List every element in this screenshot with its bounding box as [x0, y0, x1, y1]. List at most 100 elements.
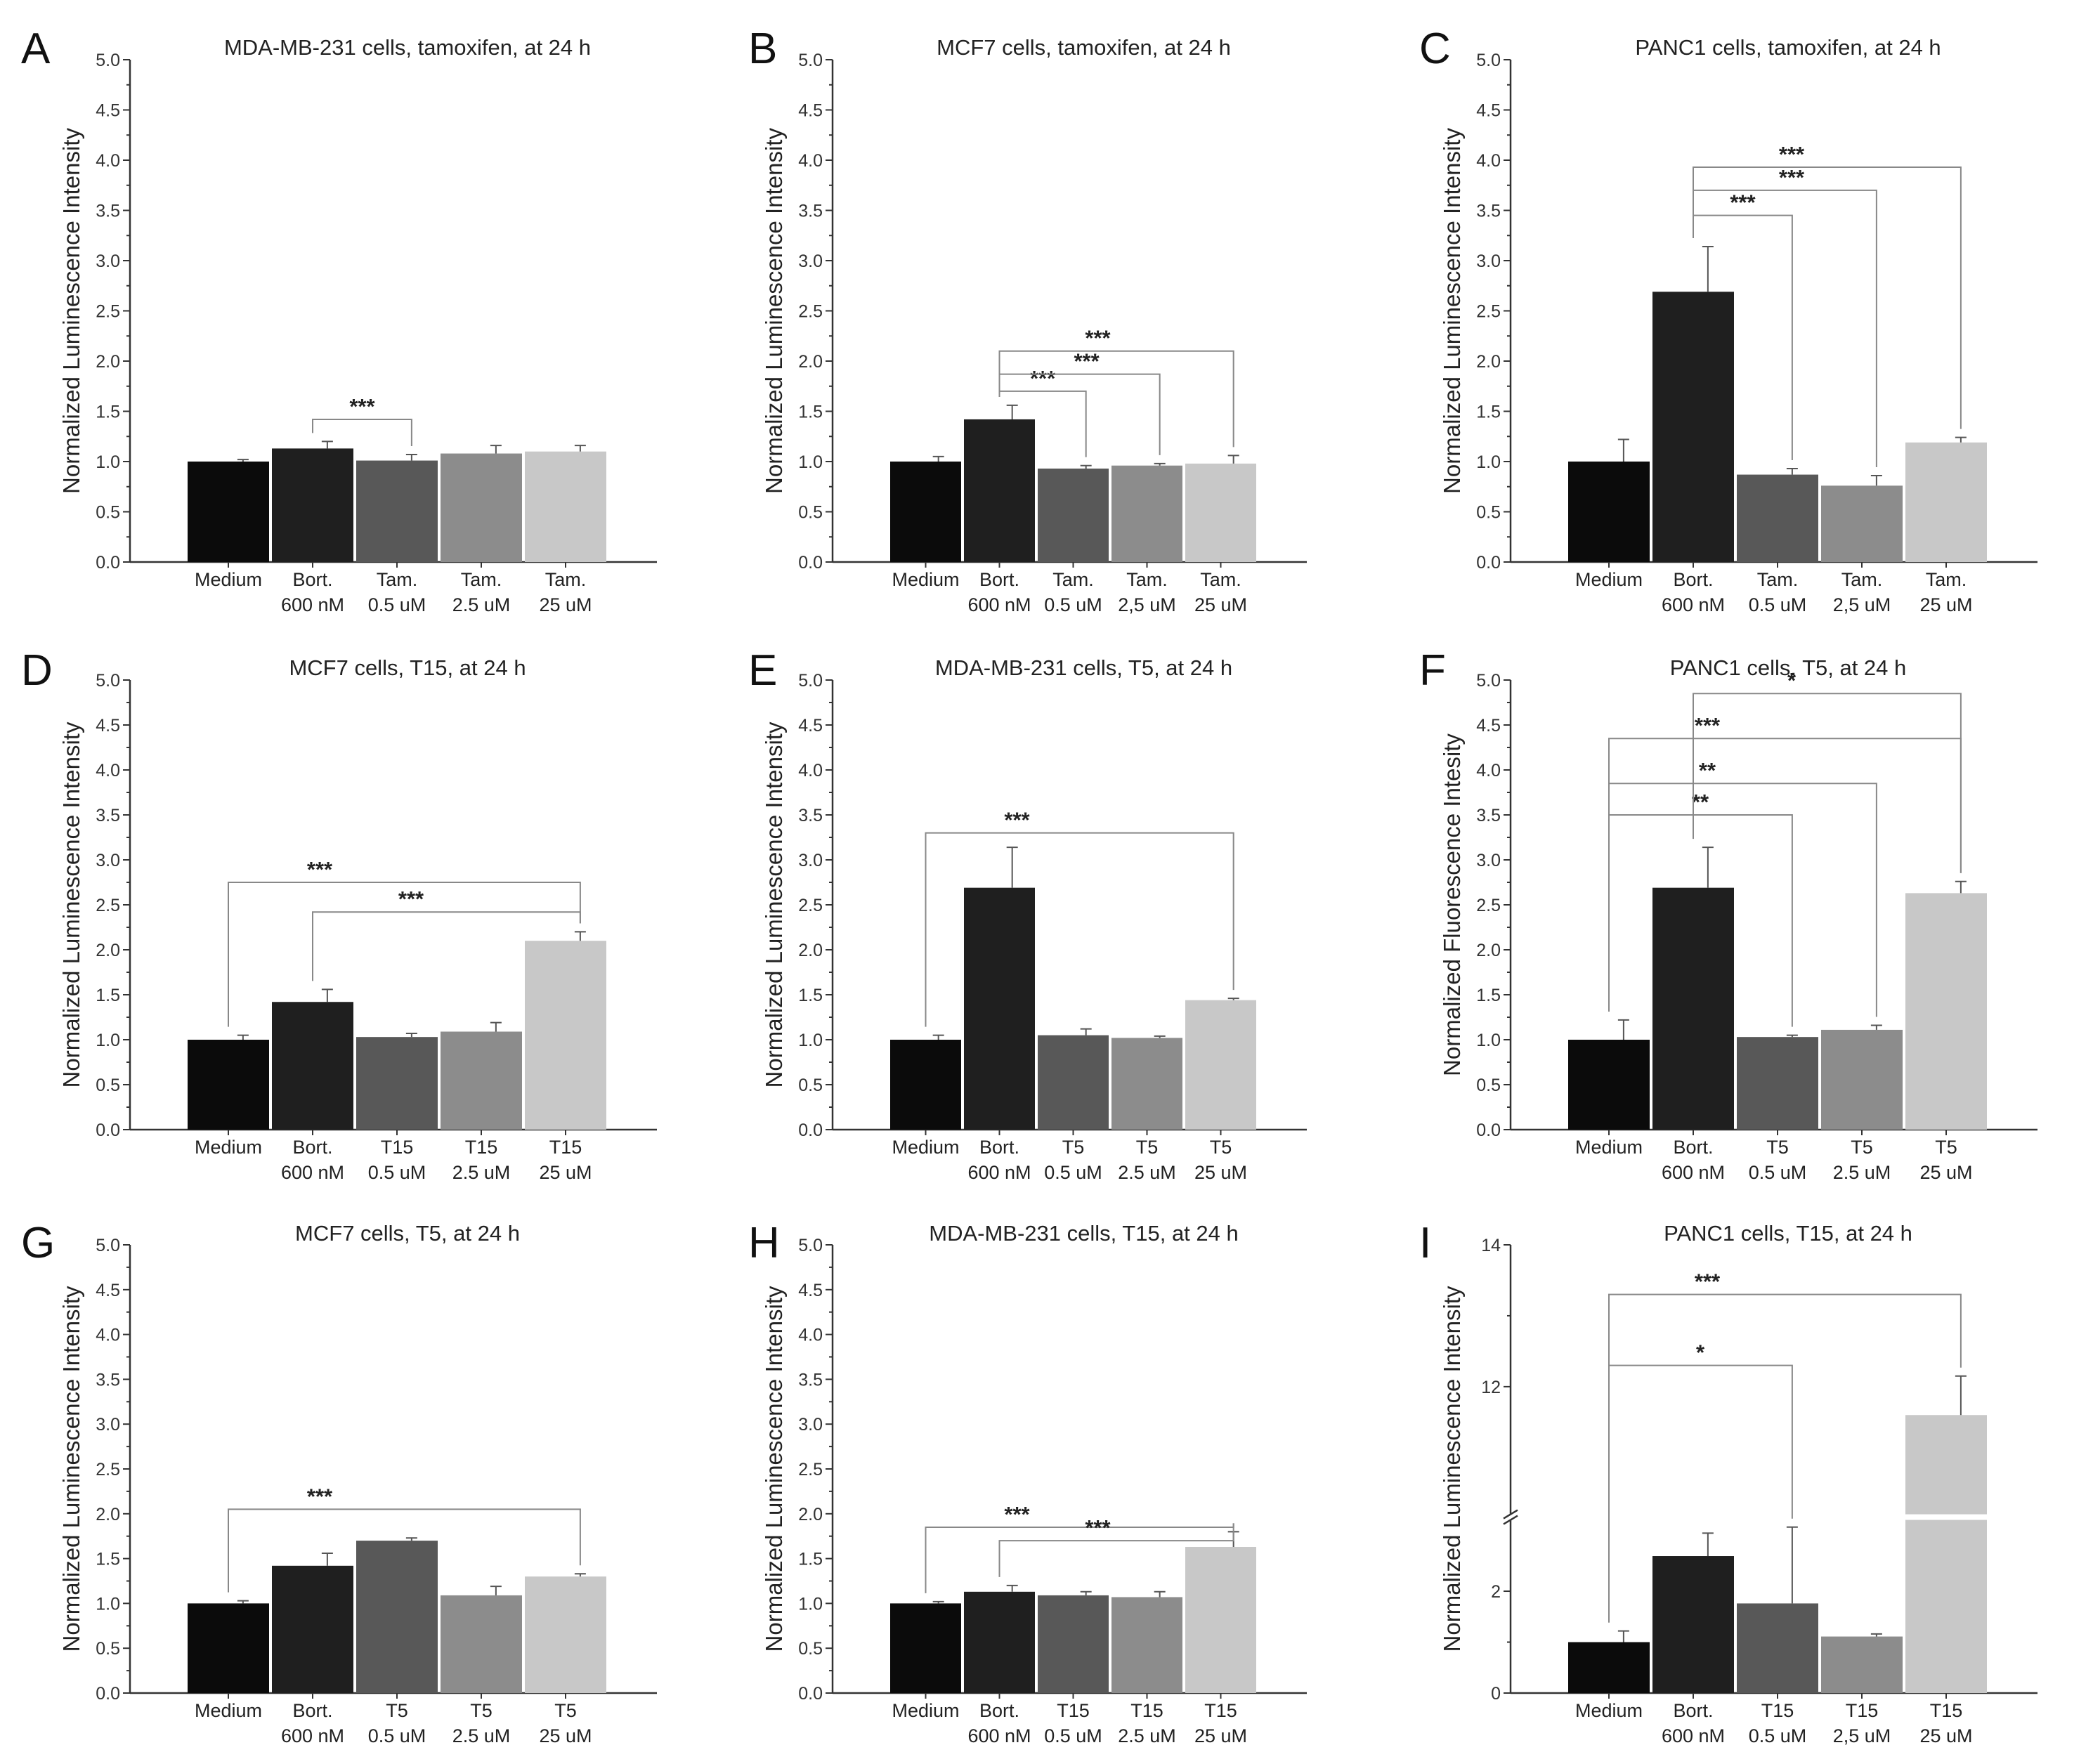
y-tick-label: 1.5: [1476, 403, 1501, 422]
bar: [1185, 1000, 1256, 1130]
bar: [1111, 465, 1182, 562]
bar: [441, 453, 522, 562]
x-tick-label: 25 uM: [1194, 1162, 1247, 1183]
y-tick-label: 3.5: [96, 202, 120, 221]
bar: [964, 419, 1035, 562]
y-tick-label: 1.5: [1476, 986, 1501, 1005]
y-tick-label: 2.5: [1476, 302, 1501, 322]
significance-bracket: [998, 350, 1234, 447]
chart-title: MCF7 cells, tamoxifen, at 24 h: [937, 35, 1231, 60]
y-tick-label: 3.0: [798, 251, 823, 271]
significance-bracket: [228, 1508, 581, 1593]
y-tick-label: 5.0: [1476, 671, 1501, 691]
y-tick-label: 5.0: [1476, 51, 1501, 70]
x-tick-label: T5: [386, 1700, 408, 1721]
x-tick-label: T5: [1935, 1137, 1957, 1158]
bar: [525, 451, 606, 562]
significance-bracket: [312, 911, 581, 981]
bar: [1111, 1038, 1182, 1130]
y-tick-label: 0.5: [96, 1639, 120, 1659]
y-tick-label: 4.5: [798, 716, 823, 736]
y-tick-label: 3.0: [96, 851, 120, 870]
y-tick-label: 0.5: [96, 503, 120, 523]
y-tick-label: 2.0: [1476, 941, 1501, 960]
y-tick-label: 12: [1481, 1378, 1501, 1397]
bar: [1821, 1029, 1903, 1130]
x-tick-label: 600 nM: [967, 1162, 1031, 1183]
bar-break-gap: [1904, 1514, 1988, 1520]
y-tick-label: 1.5: [798, 403, 823, 422]
x-tick-label: 600 nM: [967, 594, 1031, 615]
x-tick-label: 0.5 uM: [368, 1162, 426, 1183]
y-tick-label: 2.0: [1476, 352, 1501, 372]
bar: [1821, 1636, 1903, 1693]
y-axis-label: Normalized Luminescence Intensity: [58, 1286, 84, 1652]
y-tick-label: 0.0: [798, 1121, 823, 1140]
y-tick-label: 1.5: [96, 1550, 120, 1569]
x-tick-label: Medium: [195, 1700, 262, 1721]
bar: [188, 1603, 269, 1693]
x-tick-label: T15: [1057, 1700, 1090, 1721]
y-tick-label: 3.5: [1476, 202, 1501, 221]
bar: [1111, 1597, 1182, 1693]
significance-bracket: [1608, 1293, 1962, 1623]
panel-letter: B: [748, 25, 777, 73]
x-tick-label: 2.5 uM: [1118, 1725, 1176, 1746]
x-tick-label: 600 nM: [1662, 1162, 1725, 1183]
x-tick-label: Medium: [1575, 569, 1643, 590]
x-tick-label: Medium: [195, 1137, 262, 1158]
x-tick-label: 0.5 uM: [368, 1725, 426, 1746]
bar: [1905, 1415, 1987, 1693]
x-tick-label: T15: [1930, 1700, 1963, 1721]
y-axis-label: Normalized Luminescence Intensity: [1439, 1286, 1465, 1652]
y-axis-label: Normalized Luminescence Intensity: [1439, 128, 1465, 494]
panel-letter: E: [748, 646, 777, 695]
y-tick-label: 3.5: [96, 806, 120, 825]
y-tick-label: 2.0: [96, 941, 120, 960]
x-tick-label: 600 nM: [1662, 594, 1725, 615]
y-tick-label: 0.0: [96, 1121, 120, 1140]
chart-title: MDA-MB-231 cells, tamoxifen, at 24 h: [224, 35, 591, 60]
y-tick-label: 1.0: [1476, 1031, 1501, 1050]
bar: [1038, 1035, 1109, 1130]
significance-label: ***: [1779, 142, 1805, 166]
x-tick-label: T15: [1761, 1700, 1794, 1721]
chart-title: MDA-MB-231 cells, T5, at 24 h: [935, 655, 1232, 680]
significance-label: ***: [1004, 808, 1030, 832]
y-axis-label: Normalized Luminescence Intensity: [761, 1286, 787, 1652]
bar: [1905, 442, 1987, 562]
y-tick-label: 3.5: [1476, 806, 1501, 825]
bar: [272, 448, 353, 562]
y-tick-label: 2.5: [798, 1460, 823, 1479]
y-tick-label: 4.0: [96, 151, 120, 171]
x-tick-label: Bort.: [1673, 1137, 1713, 1158]
significance-label: **: [1692, 790, 1709, 814]
y-tick-label: 4.5: [1476, 716, 1501, 736]
y-tick-label: 4.0: [798, 151, 823, 171]
y-tick-label: 1.5: [798, 1550, 823, 1569]
y-tick-label: 5.0: [798, 1236, 823, 1255]
x-tick-label: 0.5 uM: [1044, 594, 1102, 615]
y-axis-label: Normalized Luminescence Intensity: [58, 721, 84, 1087]
x-tick-label: 25 uM: [1919, 1725, 1972, 1746]
x-tick-label: Tam.: [1926, 569, 1967, 590]
y-tick-label: 1.0: [798, 1031, 823, 1050]
y-tick-label: 1.0: [1476, 452, 1501, 472]
y-tick-label: 1.0: [798, 452, 823, 472]
y-tick-label: 5.0: [96, 1236, 120, 1255]
x-tick-label: Medium: [892, 569, 959, 590]
y-tick-label: 4.0: [96, 1326, 120, 1345]
y-tick-label: 0.5: [96, 1076, 120, 1095]
chart-title: MCF7 cells, T5, at 24 h: [295, 1221, 520, 1246]
y-tick-label: 4.5: [798, 1281, 823, 1300]
x-tick-label: 2.5 uM: [452, 594, 511, 615]
x-tick-label: Bort.: [1673, 569, 1713, 590]
y-tick-label: 0.0: [798, 553, 823, 573]
y-tick-label: 2.5: [96, 1460, 120, 1479]
y-tick-label: 3.0: [798, 851, 823, 870]
x-tick-label: Bort.: [292, 1137, 332, 1158]
y-tick-label: 2.5: [1476, 896, 1501, 915]
x-tick-label: Tam.: [1200, 569, 1241, 590]
bar: [188, 462, 269, 562]
